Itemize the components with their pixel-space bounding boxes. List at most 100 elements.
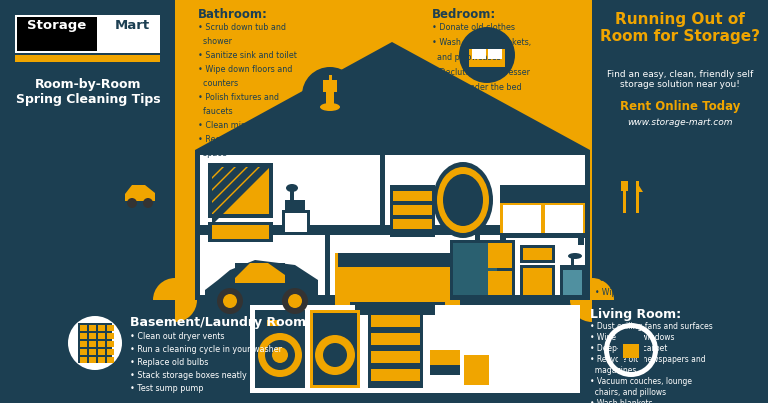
Text: • Wipe down windows: • Wipe down windows bbox=[590, 333, 674, 342]
Circle shape bbox=[143, 198, 153, 208]
Bar bbox=[80, 349, 87, 355]
Text: Rent Online Today: Rent Online Today bbox=[620, 100, 740, 113]
Circle shape bbox=[302, 67, 358, 123]
Bar bbox=[503, 205, 541, 233]
Circle shape bbox=[609, 328, 653, 372]
Bar bbox=[371, 369, 420, 381]
Text: • Check garage door for gaps: • Check garage door for gaps bbox=[5, 258, 118, 267]
Text: Find an easy, clean, friendly self
storage solution near you!: Find an easy, clean, friendly self stora… bbox=[607, 70, 753, 89]
Polygon shape bbox=[212, 167, 234, 189]
Bar bbox=[618, 342, 644, 358]
Bar bbox=[393, 219, 432, 229]
Bar bbox=[563, 270, 582, 295]
Bar bbox=[208, 222, 273, 242]
Bar bbox=[80, 333, 87, 339]
Bar bbox=[285, 200, 305, 212]
Polygon shape bbox=[195, 42, 590, 150]
Text: • Sanitize sink and toilet: • Sanitize sink and toilet bbox=[198, 51, 297, 60]
Bar bbox=[338, 253, 457, 267]
Text: • Run a cleaning cycle in your washer: • Run a cleaning cycle in your washer bbox=[130, 345, 282, 354]
Bar bbox=[195, 150, 590, 230]
Text: faucets: faucets bbox=[198, 107, 233, 116]
Bar bbox=[453, 243, 497, 295]
Circle shape bbox=[116, 169, 164, 217]
Bar bbox=[150, 280, 175, 305]
Text: • Clean mirror: • Clean mirror bbox=[198, 121, 256, 130]
Polygon shape bbox=[205, 260, 318, 300]
Circle shape bbox=[258, 333, 302, 377]
Bar bbox=[371, 333, 420, 345]
Ellipse shape bbox=[286, 184, 298, 192]
Bar bbox=[430, 350, 460, 375]
Bar bbox=[523, 268, 552, 295]
Bar bbox=[235, 263, 285, 283]
Bar bbox=[472, 49, 486, 59]
Bar bbox=[500, 185, 585, 203]
Bar bbox=[15, 15, 160, 53]
Text: space: space bbox=[198, 149, 227, 158]
Bar bbox=[80, 341, 87, 347]
Text: • Declutter your dresser: • Declutter your dresser bbox=[432, 68, 530, 77]
Text: • Test sump pump: • Test sump pump bbox=[130, 384, 204, 393]
Bar bbox=[464, 355, 489, 385]
Ellipse shape bbox=[568, 253, 582, 259]
Text: • Vacuum couches, lounge: • Vacuum couches, lounge bbox=[590, 377, 692, 386]
Text: Room-by-Room
Spring Cleaning Tips: Room-by-Room Spring Cleaning Tips bbox=[15, 78, 161, 106]
Text: shower: shower bbox=[198, 37, 232, 46]
Bar bbox=[212, 225, 269, 239]
Bar bbox=[500, 237, 506, 245]
Bar bbox=[89, 333, 96, 339]
Bar bbox=[89, 349, 96, 355]
Text: Kitchen:: Kitchen: bbox=[595, 218, 650, 231]
Text: • Clean out dryer vents: • Clean out dryer vents bbox=[130, 332, 224, 341]
Bar bbox=[469, 67, 505, 71]
Text: • Tidy up tools: • Tidy up tools bbox=[5, 232, 61, 241]
Bar bbox=[107, 325, 114, 331]
Text: • Wipe down floors and: • Wipe down floors and bbox=[198, 65, 293, 74]
Circle shape bbox=[288, 294, 302, 308]
Text: magazines: magazines bbox=[590, 366, 637, 375]
Bar bbox=[200, 155, 380, 225]
Text: • Hang bikes to save space: • Hang bikes to save space bbox=[5, 271, 110, 280]
Text: • Clear out your fridge: • Clear out your fridge bbox=[595, 246, 682, 255]
Text: • Scrub floors and counters: • Scrub floors and counters bbox=[595, 232, 700, 241]
Text: Running Out of
Room for Storage?: Running Out of Room for Storage? bbox=[600, 12, 760, 44]
Bar bbox=[330, 235, 475, 295]
Text: • Wash sheets, blankets,: • Wash sheets, blankets, bbox=[432, 38, 531, 47]
Circle shape bbox=[282, 288, 308, 314]
Bar bbox=[393, 205, 432, 215]
Ellipse shape bbox=[437, 167, 489, 233]
Polygon shape bbox=[212, 167, 246, 201]
Bar bbox=[450, 240, 500, 300]
Circle shape bbox=[217, 288, 243, 314]
Bar bbox=[636, 181, 639, 213]
Bar bbox=[17, 17, 97, 51]
Circle shape bbox=[153, 278, 197, 322]
Circle shape bbox=[570, 278, 614, 322]
Bar bbox=[638, 358, 643, 366]
Circle shape bbox=[223, 294, 237, 308]
Ellipse shape bbox=[320, 103, 340, 111]
Text: • Clean under the bed: • Clean under the bed bbox=[432, 83, 521, 92]
Bar bbox=[80, 325, 87, 331]
Bar bbox=[393, 191, 432, 201]
Bar bbox=[212, 167, 269, 214]
Polygon shape bbox=[212, 167, 222, 177]
Bar bbox=[0, 300, 768, 403]
Bar bbox=[255, 310, 305, 388]
Bar bbox=[98, 349, 105, 355]
Bar bbox=[371, 351, 420, 363]
Text: Bathroom:: Bathroom: bbox=[198, 8, 268, 21]
Bar bbox=[323, 80, 337, 92]
Bar bbox=[98, 341, 105, 347]
Bar bbox=[107, 357, 114, 363]
Bar bbox=[15, 55, 160, 62]
Polygon shape bbox=[268, 263, 285, 275]
Bar bbox=[200, 235, 325, 295]
Bar bbox=[98, 357, 105, 363]
Bar bbox=[500, 185, 585, 237]
Bar bbox=[195, 230, 590, 300]
Bar bbox=[520, 265, 555, 298]
Bar bbox=[335, 253, 350, 305]
Bar bbox=[98, 333, 105, 339]
